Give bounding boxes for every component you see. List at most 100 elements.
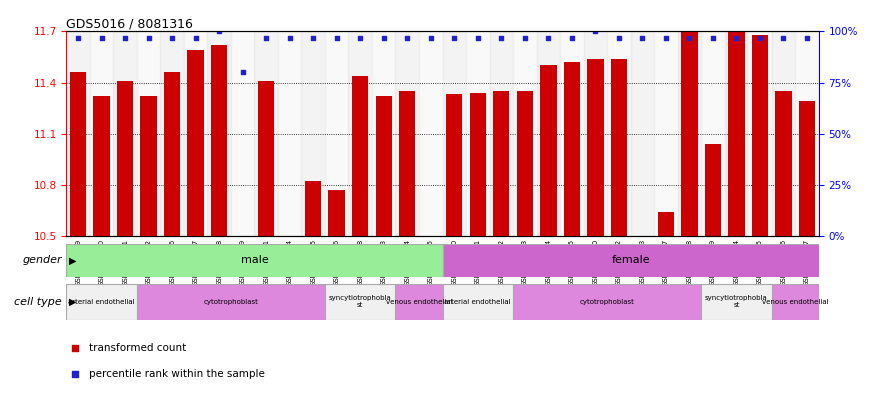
Point bbox=[189, 35, 203, 41]
Point bbox=[71, 35, 85, 41]
Text: cell type: cell type bbox=[14, 297, 62, 307]
Bar bbox=[117, 81, 134, 236]
Bar bbox=[66, 31, 90, 236]
Point bbox=[142, 35, 156, 41]
Bar bbox=[751, 35, 768, 236]
Point bbox=[658, 35, 673, 41]
Point bbox=[682, 35, 696, 41]
Text: arterial endothelial: arterial endothelial bbox=[68, 299, 135, 305]
Bar bbox=[630, 31, 654, 236]
Bar bbox=[442, 284, 513, 320]
Bar bbox=[160, 31, 184, 236]
Bar bbox=[654, 31, 678, 236]
Bar bbox=[396, 31, 419, 236]
Bar bbox=[184, 31, 207, 236]
Bar bbox=[795, 31, 819, 236]
Bar bbox=[772, 31, 795, 236]
Text: male: male bbox=[241, 255, 268, 265]
Point bbox=[424, 35, 438, 41]
Point bbox=[612, 35, 626, 41]
Bar bbox=[775, 91, 791, 236]
Bar bbox=[798, 101, 815, 236]
Bar bbox=[611, 59, 627, 236]
Point bbox=[400, 35, 414, 41]
Bar bbox=[141, 96, 157, 236]
Bar bbox=[137, 31, 160, 236]
Text: cytotrophoblast: cytotrophoblast bbox=[204, 299, 258, 305]
Bar bbox=[701, 31, 725, 236]
Point bbox=[800, 35, 814, 41]
Bar bbox=[419, 31, 442, 236]
Point bbox=[542, 35, 556, 41]
Bar bbox=[513, 31, 536, 236]
Bar bbox=[396, 284, 442, 320]
Bar bbox=[607, 31, 630, 236]
Text: ▶: ▶ bbox=[69, 255, 76, 265]
Bar bbox=[536, 31, 560, 236]
Text: syncytiotrophobla
st: syncytiotrophobla st bbox=[329, 295, 391, 308]
Point bbox=[212, 28, 227, 35]
Bar bbox=[372, 31, 396, 236]
Bar bbox=[658, 212, 674, 236]
Text: syncytiotrophobla
st: syncytiotrophobla st bbox=[705, 295, 767, 308]
Point bbox=[635, 35, 650, 41]
Bar bbox=[728, 9, 744, 236]
Text: gender: gender bbox=[22, 255, 62, 265]
Point bbox=[306, 35, 320, 41]
Bar bbox=[258, 81, 274, 236]
Point bbox=[259, 35, 273, 41]
Bar bbox=[446, 94, 463, 236]
Point bbox=[377, 35, 391, 41]
Text: cytotrophoblast: cytotrophoblast bbox=[580, 299, 635, 305]
Bar bbox=[517, 91, 533, 236]
Bar bbox=[66, 284, 137, 320]
Text: venous endothelial: venous endothelial bbox=[762, 299, 828, 305]
Point bbox=[282, 35, 296, 41]
Text: venous endothelial: venous endothelial bbox=[386, 299, 452, 305]
Bar bbox=[704, 144, 721, 236]
Bar bbox=[305, 181, 321, 236]
Point bbox=[329, 35, 343, 41]
Bar bbox=[748, 31, 772, 236]
Bar bbox=[587, 59, 604, 236]
Text: GDS5016 / 8081316: GDS5016 / 8081316 bbox=[66, 17, 193, 30]
Bar bbox=[302, 31, 325, 236]
Bar bbox=[466, 31, 489, 236]
Bar bbox=[94, 96, 110, 236]
Point bbox=[68, 345, 82, 351]
Text: arterial endothelial: arterial endothelial bbox=[444, 299, 511, 305]
Point bbox=[565, 35, 579, 41]
Bar bbox=[207, 31, 231, 236]
Bar bbox=[70, 72, 87, 236]
Point bbox=[729, 35, 743, 41]
Bar bbox=[678, 31, 701, 236]
Point bbox=[705, 35, 720, 41]
Bar bbox=[113, 31, 137, 236]
Bar bbox=[255, 31, 278, 236]
Bar bbox=[772, 284, 819, 320]
Text: transformed count: transformed count bbox=[88, 343, 186, 353]
Bar bbox=[137, 284, 325, 320]
Bar bbox=[325, 31, 349, 236]
Bar bbox=[442, 31, 466, 236]
Bar bbox=[164, 72, 181, 236]
Text: female: female bbox=[612, 255, 650, 265]
Bar bbox=[375, 96, 392, 236]
Bar bbox=[188, 50, 204, 236]
Point bbox=[753, 35, 767, 41]
Text: percentile rank within the sample: percentile rank within the sample bbox=[88, 369, 265, 379]
Bar bbox=[90, 31, 113, 236]
Bar bbox=[325, 284, 396, 320]
Point bbox=[165, 35, 180, 41]
Bar bbox=[66, 244, 442, 277]
Point bbox=[68, 371, 82, 377]
Bar bbox=[583, 31, 607, 236]
Bar bbox=[442, 244, 819, 277]
Point bbox=[235, 69, 250, 75]
Bar bbox=[328, 190, 345, 236]
Point bbox=[776, 35, 790, 41]
Bar bbox=[489, 31, 513, 236]
Point bbox=[471, 35, 485, 41]
Point bbox=[447, 35, 461, 41]
Bar bbox=[349, 31, 372, 236]
